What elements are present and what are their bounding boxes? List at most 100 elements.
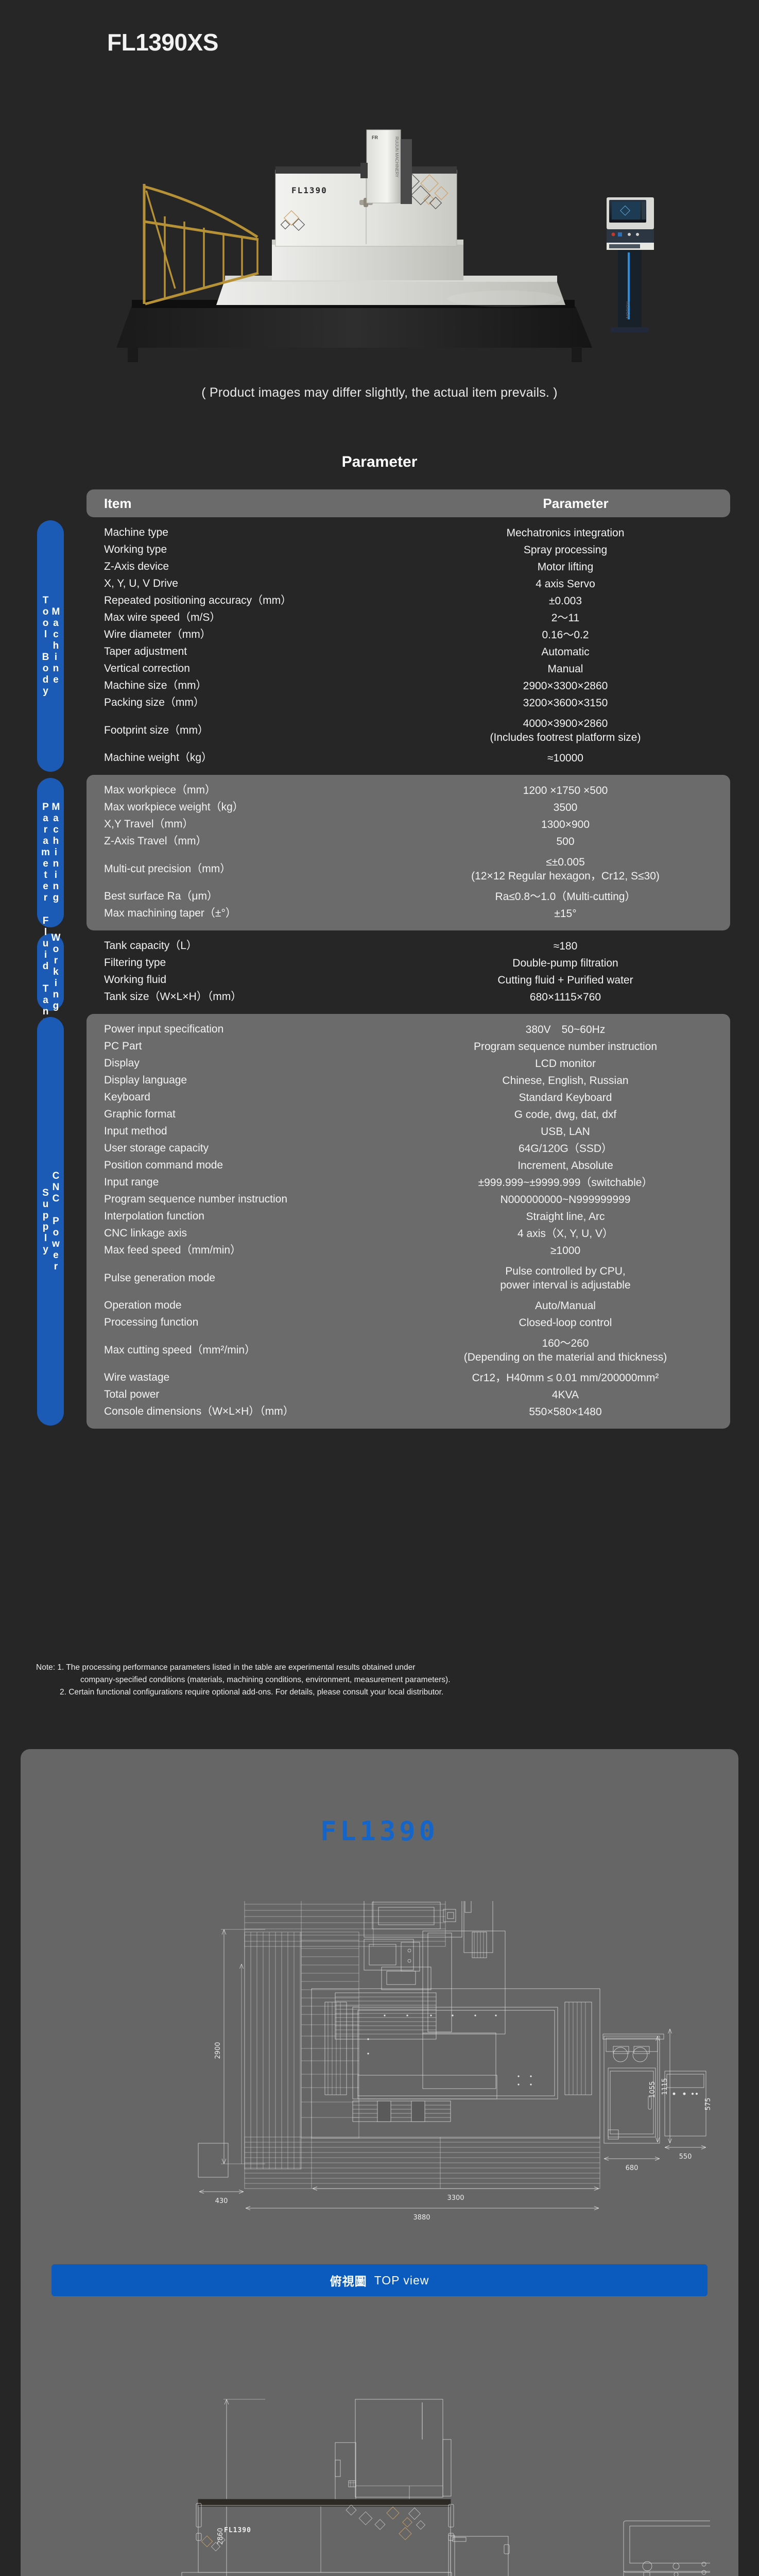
table-row: Display language Chinese, English, Russia… xyxy=(87,1072,730,1089)
row-item-label: Wire diameter（mm） xyxy=(104,629,211,641)
row-item-label: Vertical correction xyxy=(104,663,190,675)
table-row: Taper adjustment Automatic xyxy=(87,643,730,660)
row-item-label: Max workpiece（mm） xyxy=(104,784,216,796)
product-photo-caption: ( Product images may differ slightly, th… xyxy=(201,385,558,400)
table-row: Power input specification 380V 50~60Hz xyxy=(87,1021,730,1038)
table-row: Position command mode Increment, Absolute xyxy=(87,1157,730,1174)
table-row: X, Y, U, V Drive 4 axis Servo xyxy=(87,575,730,592)
table-row: Machine size（mm） 2900×3300×2860 xyxy=(87,677,730,694)
row-item-label: X, Y, U, V Drive xyxy=(104,578,178,590)
row-value: Increment, Absolute xyxy=(518,1159,613,1172)
row-item-label: Machine type xyxy=(104,527,168,539)
table-row: Program sequence number instruction N0000… xyxy=(87,1191,730,1208)
row-value: ≈180 xyxy=(553,940,578,952)
svg-text:680: 680 xyxy=(626,2164,639,2172)
row-item-label: Z-Axis Travel（mm） xyxy=(104,835,207,848)
row-value: Ra≤0.8～1.0（Multi-cutting） xyxy=(495,890,636,903)
row-item-label: PC Part xyxy=(104,1040,142,1053)
row-value: ±15° xyxy=(554,907,577,920)
table-header-parameter: Parameter xyxy=(543,495,609,511)
group-panel: Tank capacity（L） ≈180 Filtering type Double… xyxy=(87,930,730,1014)
row-value: Closed-loop control xyxy=(519,1316,612,1329)
row-item-label: Processing function xyxy=(104,1316,199,1329)
row-value: 0.16～0.2 xyxy=(542,629,589,641)
svg-text:575: 575 xyxy=(704,2098,710,2111)
table-row: Max cutting speed（mm²/min） 160～260 (Depend… xyxy=(87,1331,730,1369)
row-item-label: Max workpiece weight（kg） xyxy=(104,801,244,814)
row-item-label: Program sequence number instruction xyxy=(104,1193,288,1206)
svg-text:2860: 2860 xyxy=(217,2528,225,2545)
row-value: 500 xyxy=(556,835,575,848)
svg-text:3300: 3300 xyxy=(447,2194,464,2202)
row-item-label: Machine weight（kg） xyxy=(104,752,213,764)
row-value: Chinese, English, Russian xyxy=(502,1074,629,1087)
parameter-table: Item Parameter Machine Tool Body Machine … xyxy=(0,489,759,1429)
row-item-label: User storage capacity xyxy=(104,1142,209,1155)
table-row: PC Part Program sequence number instructi… xyxy=(87,1038,730,1055)
row-value: 2～11 xyxy=(551,612,580,624)
row-value: Motor lifting xyxy=(537,561,594,573)
parameter-group: Working Fluid Tank Tank capacity（L） ≈180 Fi… xyxy=(0,916,759,1029)
row-item-label: Multi-cut precision（mm） xyxy=(104,862,231,875)
row-value: Cr12，H40mm ≤ 0.01 mm/200000mm² xyxy=(472,1371,659,1384)
table-row: Input method USB, LAN xyxy=(87,1123,730,1140)
row-value: Standard Keyboard xyxy=(519,1091,612,1104)
group-tab-label: Machine Tool Body xyxy=(40,595,61,697)
group-tab[interactable]: Working Fluid Tank xyxy=(37,916,64,1029)
table-row: Operation mode Auto/Manual xyxy=(87,1297,730,1314)
group-panel: Power input specification 380V 50~60Hz PC … xyxy=(87,1014,730,1429)
row-value: Automatic xyxy=(541,646,590,658)
row-value: 4KVA xyxy=(551,1388,579,1401)
svg-text:FL1390: FL1390 xyxy=(224,2527,251,2534)
row-value: G code, dwg, dat, dxf xyxy=(514,1108,617,1121)
row-value-line-2: (Depending on the material and thickness… xyxy=(463,1351,667,1363)
row-value: ≥1000 xyxy=(550,1244,581,1257)
row-item-label: Pulse generation mode xyxy=(104,1272,215,1284)
row-item-label: Input method xyxy=(104,1125,167,1138)
row-value: Manual xyxy=(547,663,583,675)
table-row: Max wire speed（m/S） 2～11 xyxy=(87,609,730,626)
row-value-line-1: 160～260 xyxy=(542,1337,589,1349)
top-view-drawing: 2900 xyxy=(49,1901,710,2262)
note-line-1: Note: 1. The processing performance para… xyxy=(36,1663,416,1672)
row-item-label: Interpolation function xyxy=(104,1210,204,1223)
table-row: Interpolation function Straight line, Arc xyxy=(87,1208,730,1225)
row-item-label: Total power xyxy=(104,1388,160,1401)
row-value: 4 axis Servo xyxy=(536,578,595,590)
group-tab-label: CNC Power Supply xyxy=(40,1170,61,1273)
row-value: USB, LAN xyxy=(541,1125,590,1138)
row-value: Straight line, Arc xyxy=(526,1210,605,1223)
row-value: Auto/Manual xyxy=(535,1299,596,1312)
svg-text:1115: 1115 xyxy=(661,2078,669,2095)
table-row: Max workpiece weight（kg） 3500 xyxy=(87,799,730,816)
row-value: Program sequence number instruction xyxy=(473,1040,657,1053)
table-row: Machine weight（kg） ≈10000 xyxy=(87,750,730,767)
table-row: Repeated positioning accuracy（mm） ±0.003 xyxy=(87,592,730,609)
table-row: Wire wastage Cr12，H40mm ≤ 0.01 mm/200000m… xyxy=(87,1369,730,1386)
row-value: Double-pump filtration xyxy=(512,957,618,969)
table-row: Z-Axis Travel（mm） 500 xyxy=(87,833,730,850)
row-value: 4 axis（X, Y, U, V） xyxy=(518,1227,613,1240)
row-item-label: Graphic format xyxy=(104,1108,176,1121)
svg-text:RUIJUN: RUIJUN xyxy=(625,301,630,318)
group-tab[interactable]: CNC Power Supply xyxy=(37,1017,64,1426)
page-title: FL1390XS xyxy=(107,29,218,56)
row-item-label: Filtering type xyxy=(104,957,166,969)
row-item-label: Taper adjustment xyxy=(104,646,187,658)
row-item-label: Max wire speed（m/S） xyxy=(104,612,221,624)
top-view-button[interactable]: 俯視圖 TOP view xyxy=(51,2264,708,2296)
row-item-label: Console dimensions（W×L×H）（mm） xyxy=(104,1405,294,1418)
table-row: Working fluid Cutting fluid + Purified wa… xyxy=(87,972,730,989)
row-value: 2900×3300×2860 xyxy=(523,680,608,692)
table-row: Wire diameter（mm） 0.16～0.2 xyxy=(87,626,730,643)
group-tab[interactable]: Machine Tool Body xyxy=(37,520,64,772)
svg-text:FR: FR xyxy=(372,135,378,140)
drawings-card: FL1390 2900 xyxy=(21,1749,738,2576)
group-tab[interactable]: Machining Parameter xyxy=(37,778,64,927)
row-value: 680×1115×760 xyxy=(529,991,601,1003)
row-item-label: Position command mode xyxy=(104,1159,223,1172)
note-line-2: company-specified conditions (materials,… xyxy=(80,1675,451,1685)
row-value-line-1: Pulse controlled by CPU, xyxy=(505,1265,626,1277)
row-value: Cutting fluid + Purified water xyxy=(497,974,633,986)
